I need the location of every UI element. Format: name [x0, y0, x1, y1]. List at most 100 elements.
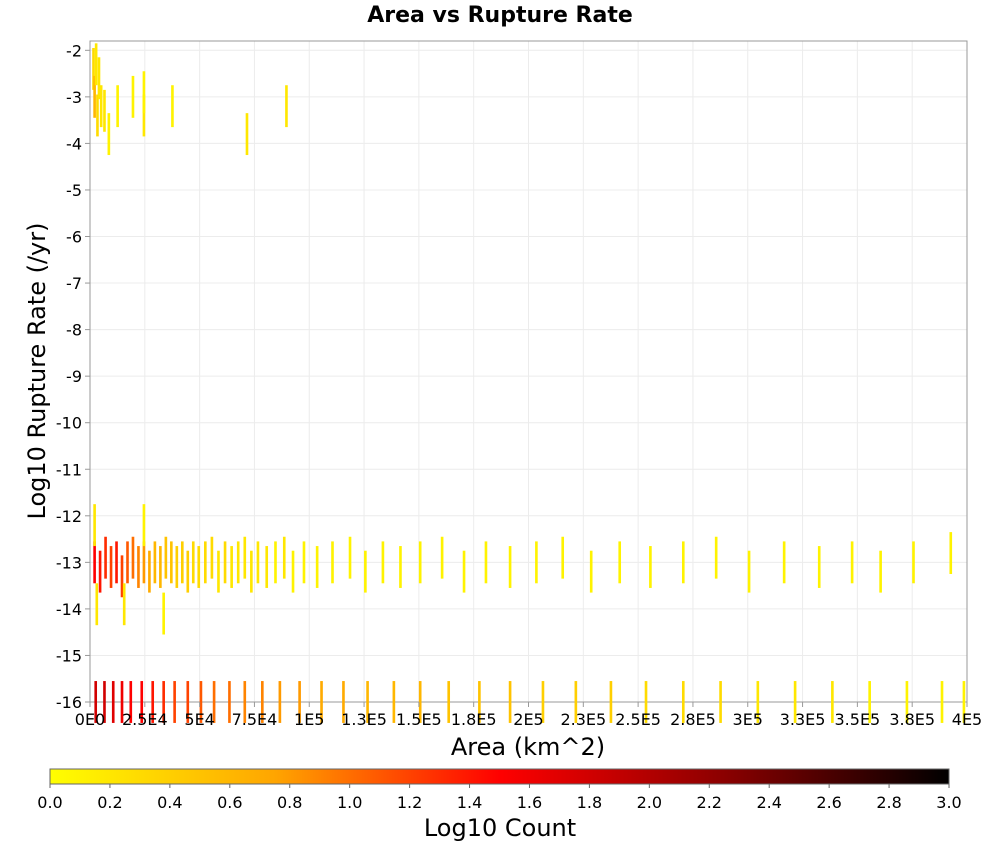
heatmap-cell — [243, 536, 247, 579]
heatmap-cell — [508, 546, 512, 588]
colorbar-tick-label: 1.6 — [517, 793, 542, 812]
heatmap-cell — [140, 681, 144, 723]
y-tick-label: -7 — [66, 274, 82, 293]
heatmap-cell — [99, 85, 103, 128]
heatmap-cell — [173, 681, 176, 723]
heatmap-cell — [142, 541, 146, 584]
colorbar — [49, 768, 950, 785]
heatmap-cell — [261, 681, 264, 723]
heatmap-cell — [302, 541, 306, 584]
heatmap-cell — [148, 550, 151, 593]
y-axis-ticks: -2 -3 -4 -5 -6 -7 -8 -9 -10 -11 -12 -13 -14 -15 -16 — [56, 41, 90, 712]
colorbar-tick-label: 2.4 — [756, 793, 781, 812]
colorbar-tick-label: 0.2 — [97, 793, 122, 812]
chart-title: Area vs Rupture Rate — [367, 3, 633, 28]
colorbar-tick-label: 1.0 — [337, 793, 362, 812]
heatmap-cell — [320, 681, 323, 723]
heatmap-cell — [93, 541, 96, 584]
heatmap-cell — [949, 532, 953, 574]
colorbar-tick-label: 2.8 — [876, 793, 901, 812]
heatmap-cell — [115, 541, 118, 584]
colorbar-tick-label: 1.2 — [397, 793, 422, 812]
heatmap-cell — [210, 536, 214, 579]
heatmap-cell — [719, 681, 722, 723]
colorbar-tick-label: 1.8 — [577, 793, 602, 812]
heatmap-cell — [164, 536, 168, 579]
heatmap-cell — [399, 546, 402, 588]
heatmap-cell — [535, 541, 538, 584]
heatmap-cell — [94, 681, 98, 723]
y-tick-label: -14 — [56, 600, 82, 619]
heatmap-cell — [609, 681, 613, 723]
heatmap-cell — [285, 85, 288, 128]
heatmap-cell — [93, 504, 96, 547]
heatmap-cell — [120, 555, 124, 598]
heatmap-cell — [589, 550, 593, 593]
x-tick-label: 5E4 — [184, 710, 214, 729]
heatmap-cell — [879, 550, 882, 593]
colorbar-tick-label: 3.0 — [936, 793, 961, 812]
y-tick-label: -9 — [66, 367, 82, 386]
heatmap-cell — [129, 681, 133, 723]
heatmap-cell — [97, 57, 101, 100]
heatmap-cell — [912, 541, 915, 584]
heatmap-cell — [418, 681, 422, 723]
y-tick-label: -12 — [56, 507, 82, 526]
y-tick-label: -13 — [56, 553, 82, 572]
heatmap-cell — [212, 681, 216, 723]
heatmap-cell — [236, 541, 240, 584]
heatmap-cell — [126, 541, 129, 584]
x-tick-label: 1.5E5 — [396, 710, 442, 729]
x-tick-label: 2E5 — [513, 710, 543, 729]
heatmap-cell — [159, 546, 162, 588]
heatmap-cell — [95, 583, 99, 626]
heatmap-cell — [315, 546, 319, 588]
heatmap-cell — [204, 541, 207, 584]
heatmap-cell — [180, 541, 184, 584]
x-axis-ticks: 0E0 2.5E4 5E4 7.5E4 1E5 1.3E5 1.5E5 1.8E5 2E5 2.3… — [75, 702, 982, 729]
heatmap-cell — [228, 681, 231, 723]
heatmap-cell — [151, 681, 155, 723]
heatmap-cell — [282, 536, 286, 579]
colorbar-ticks: 0.0 0.2 0.4 0.6 0.8 1.0 1.2 1.4 1.6 1.8 2.0 2.2 2.4 2… — [37, 784, 962, 812]
heatmap-cell — [681, 681, 685, 723]
x-tick-label: 1.8E5 — [451, 710, 497, 729]
heatmap-cell — [142, 94, 146, 137]
x-tick-label: 0E0 — [75, 710, 105, 729]
heatmap-cell — [265, 546, 269, 588]
heatmap-cell — [217, 550, 220, 593]
heatmap-cell — [940, 681, 944, 723]
heatmap-cell — [868, 681, 871, 723]
heatmap-cell — [103, 681, 106, 723]
heatmap-cell — [418, 541, 422, 584]
x-tick-label: 7.5E4 — [232, 710, 278, 729]
heatmap-cell — [274, 541, 277, 584]
colorbar-tick-label: 0.4 — [157, 793, 182, 812]
heatmap-cell — [92, 47, 95, 90]
heatmap-cell — [131, 75, 135, 118]
colorbar-tick-label: 0.6 — [217, 793, 242, 812]
heatmap-cell — [98, 550, 102, 593]
y-tick-label: -3 — [66, 88, 82, 107]
heatmap-cell — [223, 541, 227, 584]
heatmap-cell — [644, 681, 648, 723]
heatmap-cell — [137, 546, 140, 588]
heatmap-cell — [107, 113, 111, 156]
heatmap-cell — [103, 89, 106, 132]
y-tick-label: -16 — [56, 693, 82, 712]
x-tick-label: 2.5E5 — [615, 710, 661, 729]
heatmap-cell — [366, 681, 369, 723]
heatmap-cell — [94, 43, 98, 86]
heatmap-cell — [440, 536, 444, 579]
colorbar-tick-label: 2.6 — [816, 793, 841, 812]
y-tick-label: -10 — [56, 414, 82, 433]
heatmap-cell — [782, 541, 786, 584]
heatmap-cell — [191, 541, 195, 584]
heatmap-cell — [561, 536, 565, 579]
heatmap-cell — [278, 681, 282, 723]
colorbar-tick-label: 1.4 — [457, 793, 482, 812]
y-tick-label: -15 — [56, 646, 82, 665]
heatmap-cell — [186, 550, 190, 593]
colorbar-tick-label: 2.2 — [697, 793, 722, 812]
heatmap-cell — [298, 681, 301, 723]
